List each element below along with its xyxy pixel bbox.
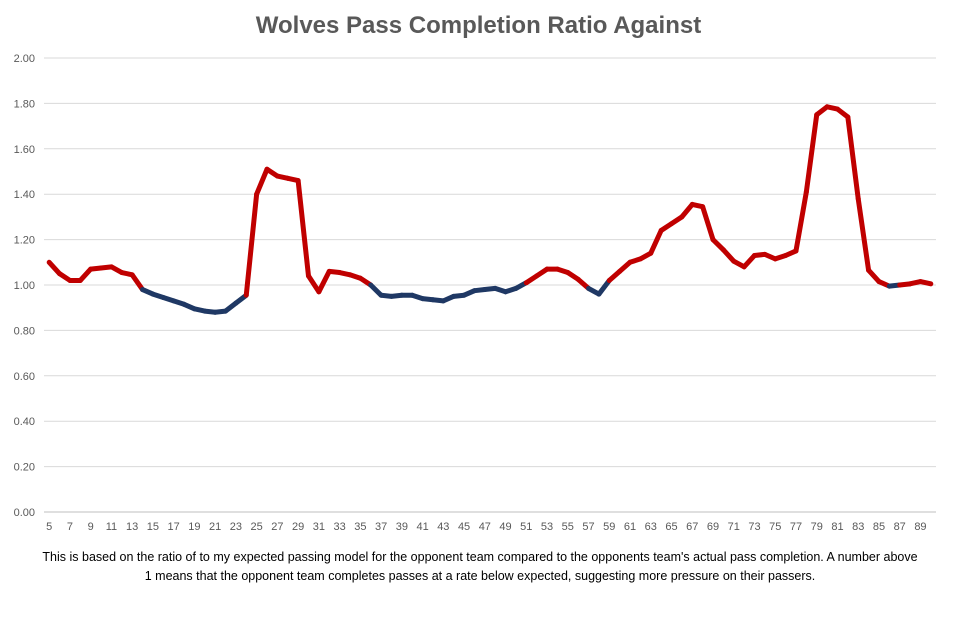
x-tick-label: 83 <box>852 521 864 533</box>
x-tick-label: 5 <box>46 521 52 533</box>
series-segment <box>720 247 737 264</box>
y-tick-label: 1.20 <box>14 235 35 247</box>
series-segment <box>793 189 809 254</box>
series-segment <box>316 268 332 295</box>
x-tick-label: 65 <box>665 521 677 533</box>
x-tick-label: 71 <box>728 521 740 533</box>
series-segment <box>295 178 311 279</box>
y-tick-label: 0.20 <box>14 462 35 474</box>
x-tick-label: 37 <box>375 521 387 533</box>
chart-title: Wolves Pass Completion Ratio Against <box>255 12 702 39</box>
x-tick-label: 87 <box>894 521 906 533</box>
x-tick-label: 49 <box>499 521 511 533</box>
x-tick-label: 81 <box>831 521 843 533</box>
series-segment <box>803 112 820 195</box>
x-tick-label: 67 <box>686 521 698 533</box>
x-tick-label: 77 <box>790 521 802 533</box>
series-segment <box>648 228 664 256</box>
x-tick-label: 85 <box>873 521 885 533</box>
x-tick-label: 89 <box>914 521 926 533</box>
x-tick-label: 45 <box>458 521 470 533</box>
x-tick-label: 29 <box>292 521 304 533</box>
x-tick-label: 33 <box>333 521 345 533</box>
x-tick-label: 21 <box>209 521 221 533</box>
x-tick-label: 13 <box>126 521 138 533</box>
x-tick-label: 53 <box>541 521 553 533</box>
series-segment <box>305 273 322 295</box>
series-segment <box>77 266 94 283</box>
x-tick-label: 25 <box>251 521 263 533</box>
gridlines <box>44 57 936 513</box>
series-segment <box>741 252 757 270</box>
x-tick-label: 15 <box>147 521 159 533</box>
series-segment <box>845 114 861 202</box>
series-segment <box>917 279 934 287</box>
y-tick-label: 0.60 <box>14 371 35 383</box>
x-tick-label: 69 <box>707 521 719 533</box>
x-tick-label: 19 <box>188 521 200 533</box>
series-segment <box>243 191 260 298</box>
x-tick-label: 61 <box>624 521 636 533</box>
x-tick-label: 23 <box>230 521 242 533</box>
series-line <box>46 104 934 315</box>
x-tick-label: 57 <box>582 521 594 533</box>
x-tick-label: 75 <box>769 521 781 533</box>
series-segment <box>254 166 270 197</box>
y-tick-label: 1.60 <box>14 144 35 156</box>
x-tick-label: 27 <box>271 521 283 533</box>
y-tick-label: 0.40 <box>14 416 35 428</box>
x-tick-label: 43 <box>437 521 449 533</box>
x-axis-tick-labels: 5 7 9 11 13 15 17 19 21 23 25 27 29 31 33 35 37 39 41 43 45 4… <box>46 521 926 533</box>
x-tick-label: 17 <box>168 521 180 533</box>
x-tick-label: 51 <box>520 521 532 533</box>
x-tick-label: 41 <box>416 521 428 533</box>
x-tick-label: 55 <box>562 521 574 533</box>
y-tick-label: 0.80 <box>14 325 35 337</box>
y-tick-label: 1.00 <box>14 280 35 292</box>
series-segment <box>596 277 612 297</box>
x-tick-label: 59 <box>603 521 615 533</box>
x-tick-label: 73 <box>748 521 760 533</box>
chart-footnote: This is based on the ratio of to my expe… <box>42 550 918 583</box>
x-tick-label: 47 <box>479 521 491 533</box>
series-segment <box>700 204 716 243</box>
series-segment <box>855 196 872 273</box>
x-tick-label: 79 <box>811 521 823 533</box>
series-segment <box>679 201 695 220</box>
x-tick-label: 35 <box>354 521 366 533</box>
y-axis-tick-labels: 0.00 0.20 0.40 0.60 0.80 1.00 1.20 1.40 1.60 1.80… <box>14 53 35 519</box>
series-segment <box>866 267 882 285</box>
series-segment <box>46 259 63 277</box>
x-tick-label: 11 <box>106 521 117 533</box>
y-tick-label: 1.40 <box>14 189 35 201</box>
y-tick-label: 1.80 <box>14 98 35 110</box>
y-tick-label: 0.00 <box>14 507 35 519</box>
x-tick-label: 7 <box>67 521 73 533</box>
y-tick-label: 2.00 <box>14 53 35 65</box>
series-segment <box>129 272 146 293</box>
x-tick-label: 39 <box>396 521 408 533</box>
x-tick-label: 63 <box>645 521 657 533</box>
x-tick-label: 9 <box>88 521 94 533</box>
x-tick-label: 31 <box>313 521 325 533</box>
